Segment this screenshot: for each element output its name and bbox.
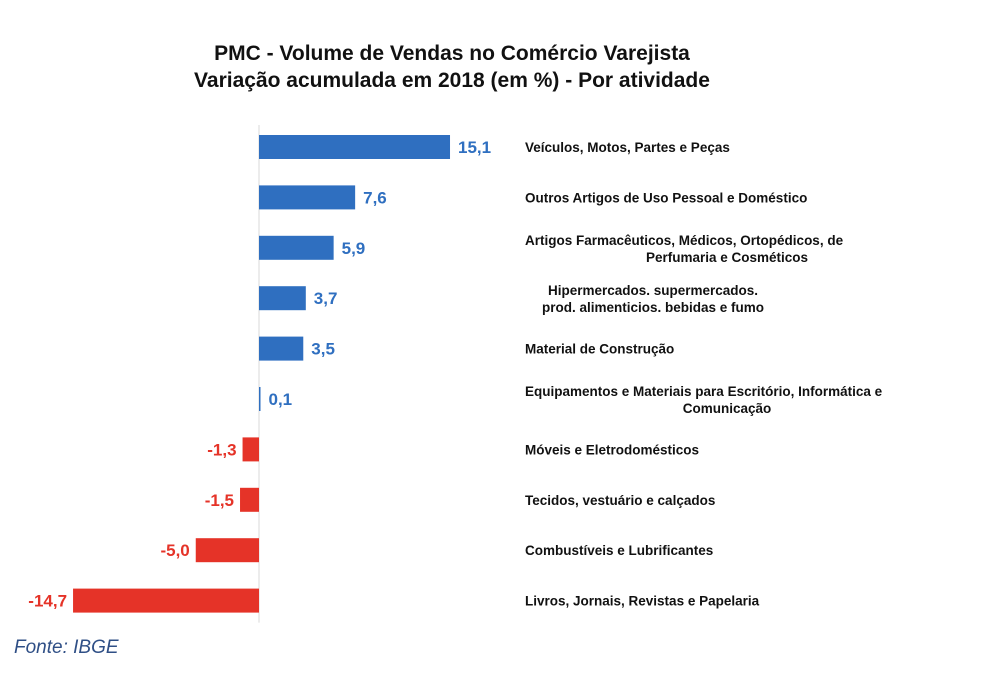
bar-value-label: 0,1	[269, 390, 293, 409]
category-label: Combustíveis e Lubrificantes	[525, 543, 713, 558]
bar-value-label: 3,5	[311, 340, 335, 359]
chart-title-line: Variação acumulada em 2018 (em %) - Por …	[194, 69, 710, 92]
chart-title: PMC - Volume de Vendas no Comércio Varej…	[194, 42, 710, 92]
bar	[259, 336, 304, 361]
category-label: Comunicação	[683, 401, 772, 416]
bar	[259, 387, 261, 411]
category-label: Material de Construção	[525, 342, 674, 357]
category-label: Outros Artigos de Uso Pessoal e Doméstic…	[525, 190, 807, 205]
bar	[259, 185, 356, 210]
bar	[259, 135, 451, 159]
bar	[242, 437, 259, 462]
bar	[195, 538, 259, 563]
bar-value-label: 3,7	[314, 289, 338, 308]
bar	[73, 588, 259, 613]
category-labels-group: Veículos, Motos, Partes e Peças Outros Ar…	[525, 140, 883, 609]
bars-group	[73, 135, 451, 613]
bar	[259, 286, 306, 311]
bar-value-label: 5,9	[342, 239, 366, 258]
bar-value-label: -1,3	[207, 440, 236, 459]
source-note: Fonte: IBGE	[14, 637, 119, 658]
category-label: Equipamentos e Materiais para Escritório…	[525, 384, 883, 399]
bar-value-label: -5,0	[160, 541, 189, 560]
category-label: Artigos Farmacêuticos, Médicos, Ortopédi…	[525, 233, 844, 248]
bar-value-label: -14,7	[28, 592, 67, 611]
category-label: Perfumaria e Cosméticos	[646, 250, 808, 265]
category-label: Livros, Jornais, Revistas e Papelaria	[525, 594, 760, 609]
chart-title-line: PMC - Volume de Vendas no Comércio Varej…	[214, 42, 690, 65]
bar	[259, 235, 334, 260]
category-label: Hipermercados. supermercados.	[548, 283, 758, 298]
bar-value-label: 15,1	[458, 138, 491, 157]
bar-value-label: -1,5	[205, 491, 234, 510]
category-label: Tecidos, vestuário e calçados	[525, 493, 715, 508]
value-labels-group: 15,1 7,6 5,9 3,7 3,5 0,1 -1,3 -1,5 -5,0 -14,7	[28, 138, 491, 611]
bar-value-label: 7,6	[363, 188, 387, 207]
category-label: Móveis e Eletrodomésticos	[525, 442, 699, 457]
category-label: Veículos, Motos, Partes e Peças	[525, 140, 730, 155]
category-label: prod. alimenticios. bebidas e fumo	[542, 300, 764, 315]
bar	[240, 487, 259, 512]
